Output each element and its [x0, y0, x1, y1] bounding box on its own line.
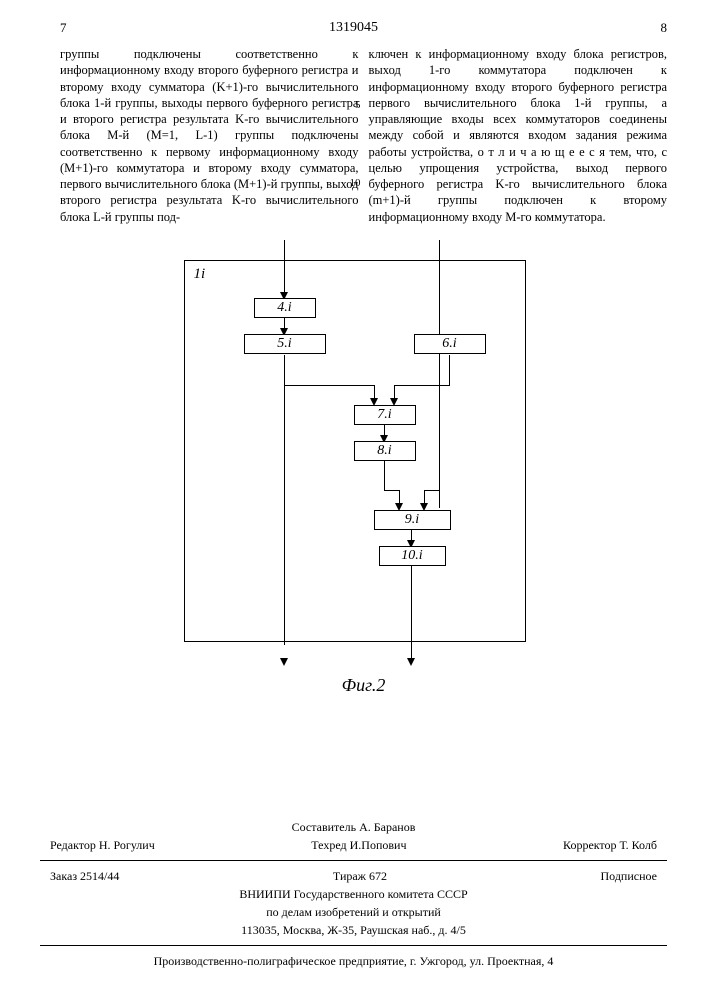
connector-5-down: [284, 355, 286, 645]
node-9: 9.i: [374, 510, 451, 530]
footer-corrector: Корректор Т. Колб: [563, 836, 657, 854]
footer-sign: Подписное: [601, 867, 658, 885]
footer-tech: Техред И.Попович: [311, 836, 406, 854]
doc-number: 1319045: [329, 20, 378, 36]
line-marker-10: 10: [350, 176, 361, 190]
column-left: 5 10 группы подключены соответственно к …: [60, 46, 359, 225]
footer: Составитель А. Баранов Редактор Н. Рогул…: [40, 818, 667, 970]
diagram-outer-label: 1i: [194, 266, 206, 283]
line-marker-5: 5: [355, 98, 361, 112]
connector-r9h: [424, 490, 440, 492]
footer-org2: по делам изобретений и открытий: [40, 903, 667, 921]
diagram: 1i 4.i 5.i 6.i 7.i 8.i: [154, 240, 574, 670]
figure-caption: Фиг.2: [60, 675, 667, 696]
col-right-text: ключен к информационному входу блока рег…: [369, 47, 668, 224]
arrow-head-icon: [280, 658, 288, 666]
node-5: 5.i: [244, 334, 326, 354]
footer-address: 113035, Москва, Ж-35, Раушская наб., д. …: [40, 921, 667, 939]
divider: [40, 860, 667, 861]
footer-editor: Редактор Н. Рогулич: [50, 836, 155, 854]
footer-print: Производственно-полиграфическое предприя…: [40, 952, 667, 970]
footer-tirazh: Тираж 672: [333, 867, 387, 885]
connector-8v: [384, 461, 386, 491]
arrow-in-left: [284, 240, 286, 295]
node-4: 4.i: [254, 298, 316, 318]
footer-org1: ВНИИПИ Государственного комитета СССР: [40, 885, 667, 903]
footer-order: Заказ 2514/44: [50, 867, 119, 885]
footer-credits-row: Редактор Н. Рогулич Техред И.Попович Кор…: [40, 836, 667, 854]
text-columns: 5 10 группы подключены соответственно к …: [60, 46, 667, 225]
column-right: ключен к информационному входу блока рег…: [369, 46, 668, 225]
connector-5-7h: [284, 385, 374, 387]
node-6: 6.i: [414, 334, 486, 354]
node-7: 7.i: [354, 405, 416, 425]
arrow-in-right: [439, 240, 441, 508]
page-num-right: 8: [661, 20, 668, 36]
connector-6h: [394, 385, 450, 387]
col-left-text: группы подключены соответственно к инфор…: [60, 47, 359, 224]
node-10: 10.i: [379, 546, 446, 566]
connector-6v: [449, 355, 451, 385]
page: 7 8 1319045 5 10 группы подключены соотв…: [0, 0, 707, 1000]
divider: [40, 945, 667, 946]
page-num-left: 7: [60, 20, 67, 36]
connector-8h: [384, 490, 399, 492]
node-8: 8.i: [354, 441, 416, 461]
connector-10-out: [411, 566, 413, 661]
footer-compiler: Составитель А. Баранов: [40, 818, 667, 836]
footer-order-row: Заказ 2514/44 Тираж 672 Подписное: [40, 867, 667, 885]
arrow-head-icon: [407, 658, 415, 666]
